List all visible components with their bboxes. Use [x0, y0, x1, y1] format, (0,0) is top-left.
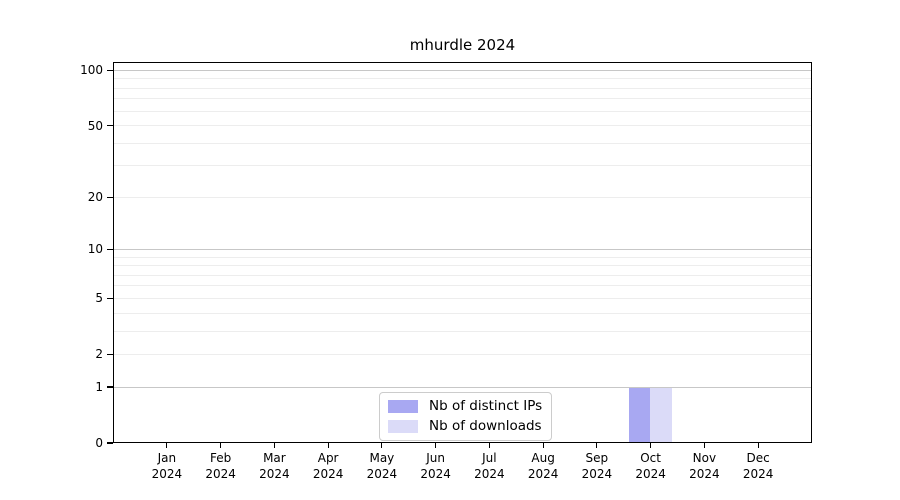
- y-tick-mark: [107, 69, 113, 71]
- chart-title: mhurdle 2024: [409, 36, 516, 54]
- legend: Nb of distinct IPs Nb of downloads: [379, 392, 553, 441]
- y-tick-label: 20: [87, 190, 103, 205]
- legend-label-downloads: Nb of downloads: [429, 418, 542, 434]
- y-tick-label: 50: [87, 118, 103, 133]
- x-tick-year: 2024: [742, 467, 774, 481]
- x-tick-mark: [166, 443, 168, 448]
- y-gridline-major: [114, 69, 811, 71]
- x-tick-year: 2024: [581, 467, 613, 481]
- x-tick-month: Jul: [482, 451, 497, 465]
- y-gridline-minor: [114, 353, 811, 355]
- y-tick-mark: [107, 248, 113, 250]
- x-tick-label: May 2024: [350, 450, 414, 482]
- x-tick-year: 2024: [689, 467, 720, 481]
- x-tick-month: Jan: [157, 451, 177, 465]
- y-tick-mark: [107, 386, 113, 388]
- x-tick-mark: [435, 443, 437, 448]
- x-tick-label: Aug 2024: [511, 450, 575, 482]
- y-gridline-minor: [114, 98, 811, 100]
- legend-item-downloads: Nb of downloads: [388, 419, 542, 434]
- legend-item-distinct-ips: Nb of distinct IPs: [388, 399, 542, 414]
- x-tick-label: Apr 2024: [296, 450, 360, 482]
- x-tick-year: 2024: [474, 467, 505, 481]
- y-gridline-minor: [114, 78, 811, 80]
- y-tick-label: 1: [95, 380, 103, 395]
- x-tick-month: May: [369, 451, 395, 465]
- x-tick-label: Jan 2024: [135, 450, 199, 482]
- x-tick-month: Nov: [692, 451, 717, 465]
- x-tick-mark: [381, 443, 383, 448]
- y-tick-label: 100: [80, 63, 103, 78]
- x-tick-label: Mar 2024: [242, 450, 306, 482]
- x-tick-label: Dec 2024: [726, 450, 790, 482]
- x-tick-mark: [220, 443, 222, 448]
- x-tick-mark: [757, 443, 759, 448]
- y-gridline-major: [114, 248, 811, 250]
- y-tick-label: 10: [87, 242, 103, 257]
- y-gridline-minor: [114, 110, 811, 112]
- x-tick-label: Sep 2024: [565, 450, 629, 482]
- y-gridline-minor: [114, 125, 811, 127]
- y-gridline-minor: [114, 265, 811, 267]
- x-tick-year: 2024: [420, 467, 451, 481]
- x-tick-month: Dec: [746, 451, 770, 465]
- y-gridline-minor: [114, 256, 811, 258]
- y-gridline-minor: [114, 196, 811, 198]
- x-tick-month: Jun: [426, 451, 445, 465]
- x-tick-month: Oct: [640, 451, 661, 465]
- y-tick-mark: [107, 297, 113, 299]
- y-gridline-minor: [114, 312, 811, 314]
- x-tick-mark: [488, 443, 490, 448]
- x-tick-month: Aug: [531, 451, 555, 465]
- y-tick-mark: [107, 442, 113, 444]
- x-tick-label: Jun 2024: [404, 450, 468, 482]
- x-tick-mark: [542, 443, 544, 448]
- x-tick-year: 2024: [366, 467, 398, 481]
- x-tick-mark: [650, 443, 652, 448]
- y-tick-label: 2: [95, 347, 103, 362]
- x-tick-mark: [327, 443, 329, 448]
- legend-label-distinct-ips: Nb of distinct IPs: [429, 398, 543, 414]
- x-tick-label: Feb 2024: [189, 450, 253, 482]
- y-tick-label: 5: [95, 291, 103, 306]
- y-gridline-minor: [114, 274, 811, 276]
- x-tick-mark: [703, 443, 705, 448]
- x-tick-month: Apr: [317, 451, 339, 465]
- y-gridline-minor: [114, 165, 811, 167]
- x-tick-month: Sep: [585, 451, 609, 465]
- x-tick-label: Oct 2024: [619, 450, 683, 482]
- bar-distinct-ips-oct: [628, 388, 651, 443]
- legend-swatch-downloads: [388, 420, 418, 433]
- y-gridline-minor: [114, 297, 811, 299]
- x-tick-year: 2024: [259, 467, 290, 481]
- x-tick-label: Nov 2024: [672, 450, 736, 482]
- y-gridline-major: [114, 386, 811, 388]
- y-tick-mark: [107, 196, 113, 198]
- x-tick-month: Mar: [263, 451, 286, 465]
- y-gridline-minor: [114, 87, 811, 89]
- x-tick-mark: [273, 443, 275, 448]
- x-tick-year: 2024: [527, 467, 559, 481]
- y-gridline-minor: [114, 142, 811, 144]
- x-tick-mark: [596, 443, 598, 448]
- y-tick-mark: [107, 124, 113, 127]
- x-tick-year: 2024: [205, 467, 236, 481]
- plot-area: [113, 62, 812, 443]
- y-tick-mark: [107, 353, 113, 355]
- x-tick-year: 2024: [151, 467, 183, 481]
- x-tick-label: Jul 2024: [457, 450, 521, 482]
- x-tick-month: Feb: [210, 451, 232, 465]
- x-tick-year: 2024: [635, 467, 666, 481]
- y-gridline-minor: [114, 330, 811, 332]
- bar-downloads-oct: [650, 388, 672, 443]
- x-tick-year: 2024: [312, 467, 344, 481]
- y-tick-label: 0: [95, 436, 103, 450]
- legend-swatch-distinct-ips: [388, 400, 418, 413]
- y-gridline-minor: [114, 285, 811, 287]
